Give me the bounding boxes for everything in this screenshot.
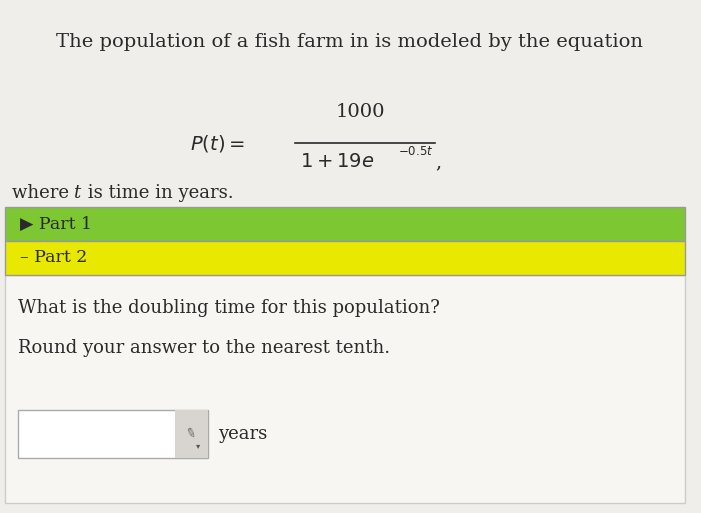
FancyBboxPatch shape [5, 275, 685, 503]
Text: Round your answer to the nearest tenth.: Round your answer to the nearest tenth. [18, 339, 390, 357]
Text: ,: , [435, 153, 441, 171]
Text: The population of a fish farm in is modeled by the equation: The population of a fish farm in is mode… [57, 33, 644, 51]
Text: $1 + 19e$: $1 + 19e$ [300, 153, 374, 171]
Text: $-0.5t$: $-0.5t$ [398, 145, 433, 158]
FancyBboxPatch shape [175, 410, 208, 458]
Text: is time in years.: is time in years. [82, 184, 233, 202]
Text: t: t [73, 184, 80, 202]
Text: where: where [12, 184, 75, 202]
Text: ▾: ▾ [196, 442, 200, 450]
Text: ✎: ✎ [184, 426, 198, 442]
FancyBboxPatch shape [5, 241, 685, 275]
Text: What is the doubling time for this population?: What is the doubling time for this popul… [18, 299, 440, 317]
Text: 1000: 1000 [335, 103, 385, 121]
Text: – Part 2: – Part 2 [20, 249, 88, 266]
Text: $P(t) =$: $P(t) =$ [190, 132, 245, 153]
FancyBboxPatch shape [18, 410, 208, 458]
FancyBboxPatch shape [5, 207, 685, 241]
Text: years: years [218, 425, 267, 443]
Text: ▶ Part 1: ▶ Part 1 [20, 215, 92, 232]
